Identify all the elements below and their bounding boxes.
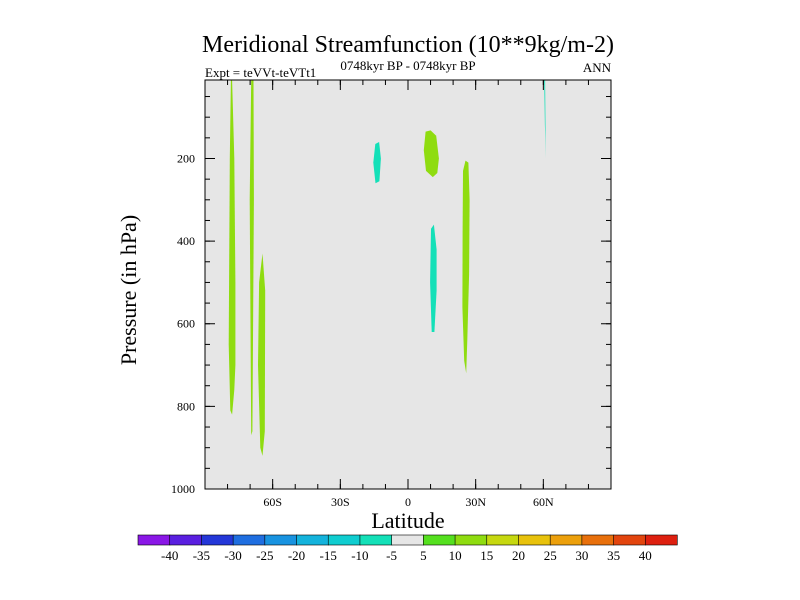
contour-region-sh-lat-64 bbox=[258, 253, 266, 456]
x-tick-label: 0 bbox=[405, 495, 411, 509]
axis-ticks: 60S 30S 0 30N 60N 200 400 600 800 1000 bbox=[171, 80, 611, 509]
contour-region-nh-lat-13 bbox=[423, 130, 439, 178]
x-tick-label: 30S bbox=[331, 495, 350, 509]
colorbar-swatch bbox=[518, 534, 551, 546]
x-tick-label: 30N bbox=[465, 495, 486, 509]
colorbar-label: 5 bbox=[420, 548, 427, 563]
y-tick-label: 800 bbox=[177, 399, 195, 413]
y-tick-label: 400 bbox=[177, 234, 195, 248]
x-axis-label: Latitude bbox=[371, 508, 444, 533]
contour-region-nh-lat-48 bbox=[512, 80, 522, 469]
y-tick-label: 1000 bbox=[171, 482, 195, 496]
colorbar-swatch bbox=[549, 534, 583, 546]
chart-title: Meridional Streamfunction (10**9kg/m-2) bbox=[202, 32, 614, 58]
colorbar-swatch bbox=[137, 534, 171, 546]
colorbar-label: 20 bbox=[512, 548, 525, 563]
colorbar-label: 25 bbox=[544, 548, 557, 563]
colorbar: -40 -35 -30 -25 -20 -15 -10 -5 5 10 15 20 25 30 35 40 bbox=[137, 534, 678, 563]
colorbar-swatch bbox=[581, 534, 615, 546]
colorbar-label: -20 bbox=[288, 548, 305, 563]
contour-region-nh-lat-10-to-8 bbox=[228, 80, 236, 415]
colorbar-label: -40 bbox=[161, 548, 178, 563]
colorbar-swatch bbox=[359, 534, 393, 546]
plot-frame bbox=[204, 79, 612, 490]
colorbar-label: -10 bbox=[351, 548, 368, 563]
colorbar-swatch bbox=[644, 534, 678, 546]
colorbar-label: 10 bbox=[449, 548, 462, 563]
colorbar-swatch bbox=[327, 534, 361, 546]
contour-region-nh-lat-10-core bbox=[430, 224, 437, 332]
y-tick-label: 200 bbox=[177, 151, 195, 165]
colorbar-swatch bbox=[486, 534, 520, 546]
colorbar-swatch bbox=[232, 534, 266, 546]
y-axis-label: Pressure (in hPa) bbox=[116, 215, 141, 365]
colorbar-swatch bbox=[423, 534, 456, 546]
colorbar-swatch bbox=[454, 534, 488, 546]
colorbar-label: -15 bbox=[320, 548, 337, 563]
contour-region-nh-lat-10-cell bbox=[415, 208, 446, 440]
colorbar-label: 15 bbox=[480, 548, 493, 563]
colorbar-swatch bbox=[613, 534, 646, 546]
colorbar-label: -25 bbox=[256, 548, 273, 563]
plot-background bbox=[205, 80, 611, 489]
contour-regions bbox=[228, 80, 551, 469]
contour-region-nh-lat-58 bbox=[538, 80, 551, 469]
chart-subtitle-right: ANN bbox=[583, 60, 612, 75]
contour-region-nh-lat-26 bbox=[462, 160, 470, 374]
x-tick-label: 60N bbox=[533, 495, 554, 509]
x-tick-label: 60S bbox=[263, 495, 282, 509]
colorbar-swatch bbox=[296, 534, 329, 546]
colorbar-label: -30 bbox=[224, 548, 241, 563]
colorbar-label: -5 bbox=[386, 548, 397, 563]
y-tick-label: 600 bbox=[177, 317, 195, 331]
colorbar-label: -35 bbox=[193, 548, 210, 563]
colorbar-label: 30 bbox=[575, 548, 588, 563]
colorbar-label: 40 bbox=[639, 548, 652, 563]
colorbar-swatch bbox=[391, 534, 424, 546]
colorbar-label: 35 bbox=[607, 548, 620, 563]
chart-subtitle-center: 0748kyr BP - 0748kyr BP bbox=[340, 58, 475, 73]
colorbar-swatch bbox=[264, 534, 298, 546]
colorbar-swatch bbox=[201, 534, 234, 546]
chart-subtitle-left: Expt = teVVt-teVTt1 bbox=[205, 65, 316, 80]
contour-region-sh-lat-30 bbox=[339, 199, 343, 275]
contour-region-sh-lat-68 bbox=[249, 80, 254, 436]
colorbar-swatch bbox=[169, 534, 203, 546]
contour-region-nh-lat-58-edge bbox=[544, 80, 546, 159]
contour-region-sh-lat-13-core bbox=[373, 142, 381, 184]
